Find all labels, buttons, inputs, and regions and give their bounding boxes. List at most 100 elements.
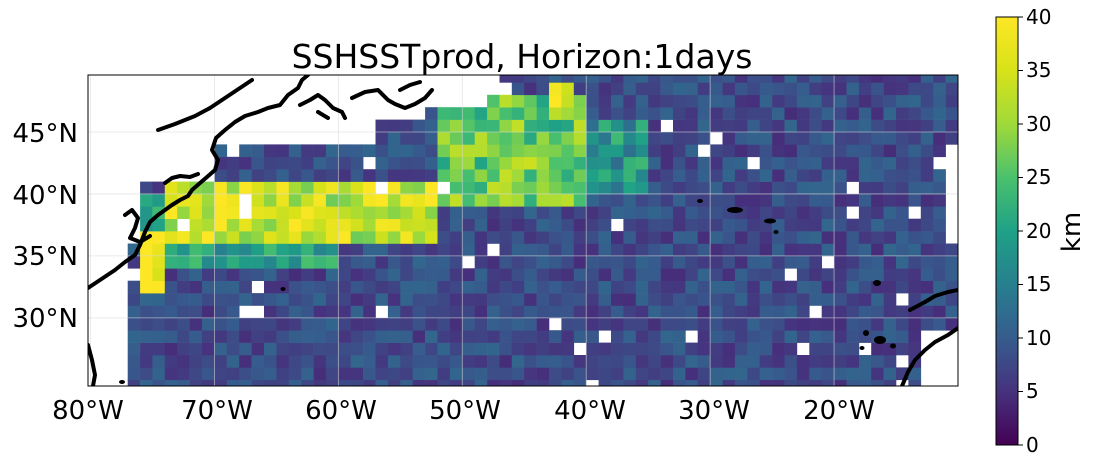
heatmap-cell bbox=[474, 342, 488, 356]
heatmap-cell bbox=[660, 132, 674, 145]
heatmap-cell bbox=[226, 268, 240, 281]
heatmap-cell bbox=[177, 268, 190, 281]
heatmap-cell bbox=[623, 268, 637, 281]
heatmap-cell bbox=[759, 181, 773, 195]
heatmap-cell bbox=[772, 243, 785, 257]
heatmap-cell bbox=[561, 82, 575, 96]
heatmap-cell bbox=[437, 379, 451, 386]
heatmap-cell bbox=[152, 293, 166, 306]
heatmap-cell bbox=[945, 305, 958, 319]
heatmap-cell bbox=[734, 94, 748, 108]
heatmap-cell bbox=[821, 305, 835, 319]
heatmap-cell bbox=[549, 169, 562, 182]
heatmap-cell bbox=[387, 218, 401, 232]
heatmap-cell bbox=[189, 379, 203, 386]
heatmap-cell bbox=[338, 255, 351, 269]
heatmap-cell bbox=[809, 206, 822, 219]
heatmap-cell bbox=[710, 119, 723, 133]
heatmap-cell bbox=[164, 330, 178, 343]
heatmap-cell bbox=[784, 379, 798, 386]
heatmap-cell bbox=[164, 342, 178, 356]
heatmap-cell bbox=[363, 355, 376, 368]
heatmap-cell bbox=[412, 268, 426, 281]
heatmap-cell bbox=[462, 355, 475, 368]
heatmap-cell bbox=[400, 367, 413, 381]
heatmap-cell bbox=[784, 107, 798, 120]
heatmap-cell bbox=[734, 107, 748, 120]
heatmap-cell bbox=[325, 317, 339, 331]
heatmap-cell bbox=[635, 75, 649, 83]
heatmap-cell bbox=[685, 156, 699, 170]
heatmap-cell bbox=[400, 181, 413, 195]
heatmap-cell bbox=[586, 280, 599, 294]
heatmap-cell bbox=[920, 119, 934, 133]
coastlines bbox=[88, 75, 958, 386]
heatmap-cell bbox=[920, 144, 934, 158]
heatmap-cell bbox=[598, 169, 612, 182]
heatmap-cell bbox=[251, 342, 265, 356]
heatmap-cell bbox=[214, 367, 228, 381]
heatmap-cell bbox=[611, 243, 624, 257]
heatmap-cell bbox=[883, 193, 897, 207]
heatmap-cell bbox=[350, 144, 364, 158]
heatmap-cell bbox=[611, 355, 624, 368]
island-azores-2 bbox=[727, 207, 743, 213]
heatmap-cell bbox=[412, 169, 426, 182]
heatmap-cell bbox=[325, 243, 339, 257]
heatmap-cell bbox=[276, 268, 290, 281]
heatmap-cell bbox=[586, 342, 599, 356]
heatmap-cell bbox=[635, 119, 649, 133]
heatmap-cell bbox=[772, 330, 785, 343]
heatmap-cell bbox=[536, 119, 550, 133]
heatmap-cell bbox=[685, 367, 699, 381]
heatmap-cell bbox=[400, 280, 413, 294]
heatmap-cell bbox=[425, 255, 438, 269]
heatmap-cell bbox=[809, 75, 822, 83]
heatmap-cell bbox=[276, 330, 290, 343]
heatmap-cell bbox=[387, 231, 401, 244]
heatmap-cell bbox=[809, 280, 822, 294]
heatmap-cell bbox=[387, 169, 401, 182]
heatmap-cell bbox=[264, 367, 277, 381]
heatmap-cell bbox=[573, 293, 587, 306]
heatmap-cell bbox=[908, 330, 922, 343]
heatmap-cell bbox=[412, 379, 426, 386]
heatmap-cell bbox=[673, 75, 686, 83]
heatmap-cell bbox=[710, 218, 723, 232]
heatmap-cell bbox=[561, 218, 575, 232]
heatmap-cell bbox=[858, 169, 872, 182]
heatmap-cell bbox=[685, 193, 699, 207]
heatmap-cell bbox=[846, 355, 860, 368]
heatmap-cell bbox=[933, 144, 946, 158]
y-tick-label: 40°N bbox=[12, 181, 78, 211]
heatmap-cell bbox=[685, 342, 699, 356]
heatmap-cell bbox=[821, 379, 835, 386]
island-canaries-4 bbox=[890, 343, 896, 349]
heatmap-cell bbox=[586, 107, 599, 120]
heatmap-cell bbox=[536, 280, 550, 294]
heatmap-cell bbox=[301, 305, 314, 319]
heatmap-cell bbox=[313, 181, 327, 195]
heatmap-cell bbox=[821, 330, 835, 343]
heatmap-cell bbox=[772, 193, 785, 207]
heatmap-cell bbox=[896, 156, 909, 170]
heatmap-cell bbox=[834, 355, 847, 368]
heatmap-cell bbox=[164, 181, 178, 195]
heatmap-cell bbox=[425, 367, 438, 381]
heatmap-cell bbox=[772, 206, 785, 219]
heatmap-cell bbox=[908, 132, 922, 145]
heatmap-cell bbox=[499, 231, 513, 244]
heatmap-cell bbox=[437, 317, 451, 331]
heatmap-cell bbox=[685, 379, 699, 386]
heatmap-cell bbox=[437, 255, 451, 269]
heatmap-cell bbox=[140, 293, 153, 306]
heatmap-cell bbox=[871, 94, 884, 108]
heatmap-cell bbox=[437, 169, 451, 182]
coastline-cape-cod bbox=[163, 172, 200, 185]
heatmap-cell bbox=[858, 355, 872, 368]
heatmap-cell bbox=[660, 293, 674, 306]
heatmap-cell bbox=[858, 218, 872, 232]
heatmap-cell bbox=[821, 75, 835, 83]
heatmap-cell bbox=[759, 305, 773, 319]
heatmap-cell bbox=[635, 82, 649, 96]
